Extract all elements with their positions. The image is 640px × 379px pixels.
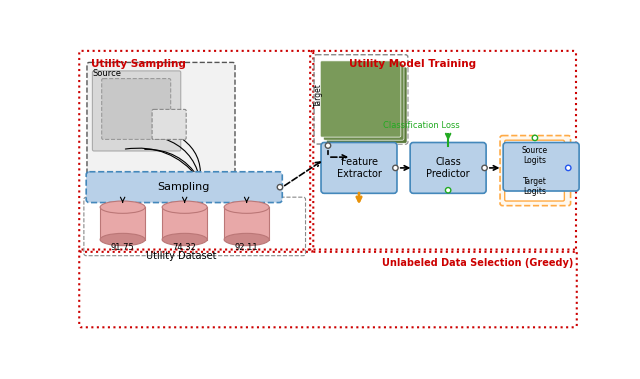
Bar <box>224 207 269 240</box>
Ellipse shape <box>100 201 145 213</box>
Circle shape <box>482 165 487 171</box>
Ellipse shape <box>224 233 269 246</box>
Ellipse shape <box>224 201 269 213</box>
Text: 92.11: 92.11 <box>235 243 259 252</box>
Circle shape <box>532 135 538 141</box>
Text: Sampling: Sampling <box>157 182 210 192</box>
Text: 91.75: 91.75 <box>111 243 134 252</box>
FancyBboxPatch shape <box>92 71 180 151</box>
Text: Target: Target <box>314 84 323 108</box>
FancyBboxPatch shape <box>503 143 579 191</box>
Circle shape <box>445 188 451 193</box>
FancyBboxPatch shape <box>152 110 186 139</box>
Ellipse shape <box>162 233 207 246</box>
FancyBboxPatch shape <box>86 172 282 202</box>
FancyBboxPatch shape <box>321 143 397 193</box>
FancyBboxPatch shape <box>410 143 486 193</box>
Circle shape <box>566 165 571 171</box>
Text: Utility Dataset: Utility Dataset <box>145 251 216 261</box>
Text: Source
Logits: Source Logits <box>522 146 548 165</box>
Ellipse shape <box>162 201 207 213</box>
FancyBboxPatch shape <box>87 63 235 179</box>
FancyBboxPatch shape <box>505 140 564 170</box>
Text: Source: Source <box>92 69 122 78</box>
Text: Class
Predictor: Class Predictor <box>426 157 470 179</box>
Circle shape <box>393 165 398 171</box>
Text: Target
Logits: Target Logits <box>523 177 547 196</box>
FancyBboxPatch shape <box>505 171 564 201</box>
FancyBboxPatch shape <box>326 67 407 143</box>
Text: Utility Model Training: Utility Model Training <box>349 59 476 69</box>
Bar <box>100 207 145 240</box>
FancyBboxPatch shape <box>500 136 571 206</box>
Text: Classification Loss: Classification Loss <box>383 121 460 130</box>
Circle shape <box>277 185 283 190</box>
FancyBboxPatch shape <box>320 61 401 137</box>
Bar <box>162 207 207 240</box>
Ellipse shape <box>100 233 145 246</box>
Text: 74.32: 74.32 <box>173 243 196 252</box>
Text: Unlabeled Data Selection (Greedy): Unlabeled Data Selection (Greedy) <box>382 258 573 268</box>
Text: Feature
Extractor: Feature Extractor <box>337 157 381 179</box>
FancyBboxPatch shape <box>323 64 404 140</box>
Circle shape <box>325 143 331 148</box>
Text: Utility Sampling: Utility Sampling <box>91 59 186 69</box>
FancyBboxPatch shape <box>102 78 171 139</box>
